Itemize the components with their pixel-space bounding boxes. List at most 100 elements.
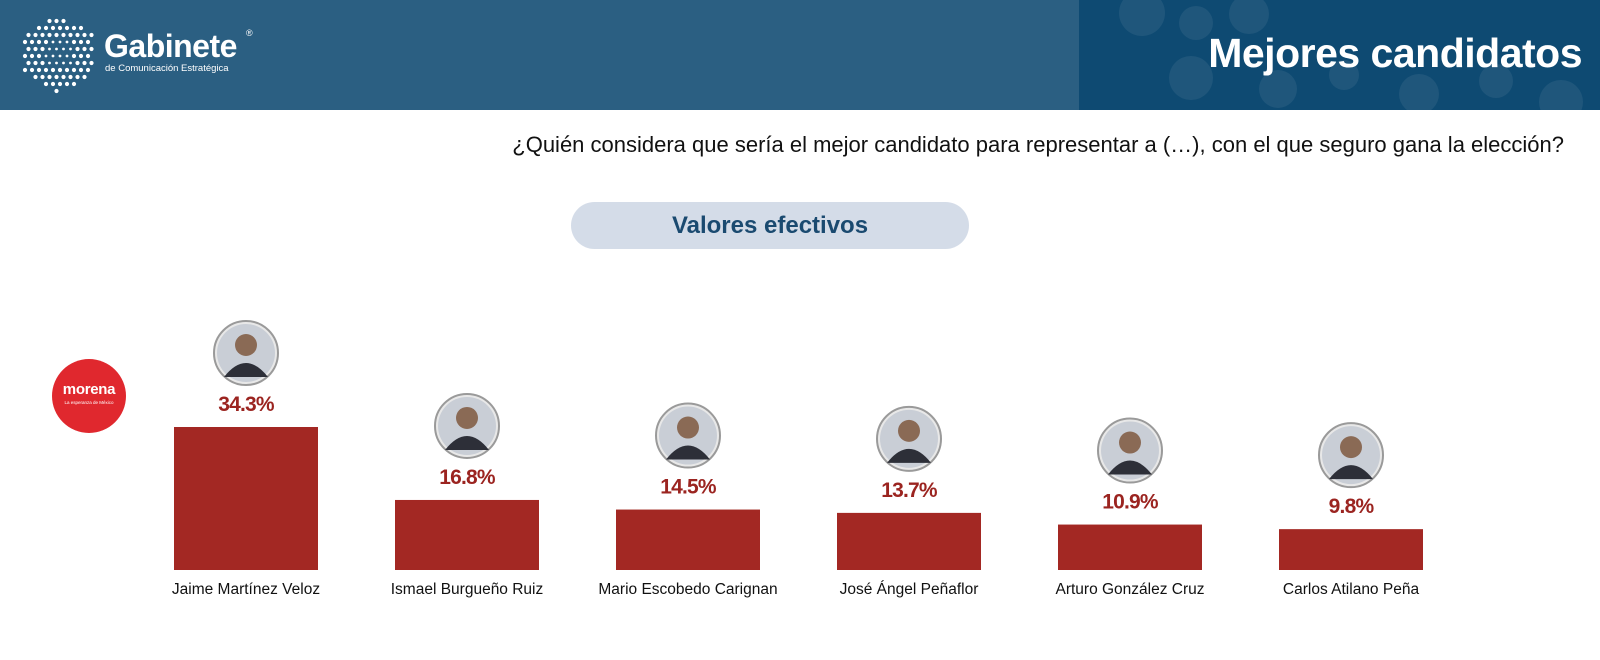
party-logo: morena La esperanza de México <box>52 359 126 433</box>
avatar-shoulders-icon <box>666 445 710 460</box>
logo-dot <box>40 74 45 80</box>
logo-dot <box>69 61 72 65</box>
logo-dot <box>55 61 58 65</box>
value-label-5: 9.8% <box>1329 495 1375 518</box>
avatar-head-icon <box>898 419 920 442</box>
logo-dot <box>68 74 73 80</box>
logo-dot <box>22 53 28 59</box>
logo-dot <box>33 60 38 66</box>
avatar-shoulders-icon <box>887 448 931 463</box>
logo-dot <box>85 53 91 59</box>
header-bar: Gabinete ® de Comunicación Estratégica M… <box>0 0 1600 110</box>
logo-dot <box>82 60 87 66</box>
logo-dot <box>47 74 52 80</box>
logo-dot <box>36 39 42 45</box>
logo-dot <box>36 67 42 73</box>
logo-dot <box>51 54 55 58</box>
logo-dot <box>75 46 80 52</box>
logo-dot <box>26 60 31 66</box>
logo-dot <box>33 46 38 52</box>
logo-dot <box>54 18 59 24</box>
logo-dot <box>54 88 59 94</box>
values-label-pill: Valores efectivos <box>571 202 969 249</box>
survey-question: ¿Quién considera que sería el mejor cand… <box>512 132 1564 157</box>
logo-dot <box>36 25 42 31</box>
party-name: morena <box>62 381 116 398</box>
decor-bubble <box>1479 64 1513 98</box>
category-label-3: José Ángel Peñaflor <box>840 581 979 598</box>
avatar-shoulders-icon <box>445 435 489 450</box>
party-tagline: La esperanza de México <box>64 400 114 405</box>
logo-dot <box>82 32 87 38</box>
brand-subtitle: de Comunicación Estratégica <box>105 63 229 74</box>
logo-dot <box>64 25 70 31</box>
bar-3 <box>837 512 981 570</box>
brand-name: Gabinete <box>104 28 237 64</box>
logo-dot <box>82 74 87 80</box>
logo-dot <box>40 32 45 38</box>
decor-bubble <box>1539 80 1583 110</box>
value-label-3: 13.7% <box>881 479 938 502</box>
category-label-1: Ismael Burgueño Ruiz <box>391 581 544 598</box>
value-label-4: 10.9% <box>1102 491 1159 514</box>
logo-dot <box>71 81 77 87</box>
logo-dot <box>22 39 28 45</box>
logo-dot <box>75 60 80 66</box>
logo-dot <box>65 54 69 58</box>
logo-dot <box>57 67 63 73</box>
logo-dot <box>58 40 62 44</box>
logo-dot <box>26 32 31 38</box>
logo-dot <box>44 54 48 58</box>
logo-dot <box>54 74 59 80</box>
logo-dot <box>57 81 63 87</box>
logo-dot <box>75 74 80 80</box>
logo-dot <box>71 67 77 73</box>
logo-dot <box>29 53 35 59</box>
logo-dot <box>78 67 84 73</box>
logo-dot <box>43 25 49 31</box>
logo-dot <box>29 39 35 45</box>
logo-dot <box>43 39 49 45</box>
logo-dot <box>64 81 70 87</box>
logo-dot <box>48 47 51 51</box>
logo-dot <box>33 32 38 38</box>
logo-dot <box>40 60 45 66</box>
value-label-2: 14.5% <box>660 476 717 499</box>
header-title-panel <box>1079 0 1600 110</box>
logo-dot <box>85 67 91 73</box>
logo-dot <box>71 25 77 31</box>
logo-dot <box>64 67 70 73</box>
logo-dot <box>62 47 65 51</box>
bar-4 <box>1058 524 1202 570</box>
logo-dot <box>57 25 63 31</box>
avatar-shoulders-icon <box>1108 460 1152 475</box>
avatar-shoulders-icon <box>1329 465 1373 480</box>
logo-dot <box>75 32 80 38</box>
logo-dot <box>43 67 49 73</box>
logo-dot <box>50 81 56 87</box>
logo-dot <box>62 61 65 65</box>
bar-5 <box>1279 529 1423 570</box>
avatar-head-icon <box>235 334 257 356</box>
value-label-0: 34.3% <box>218 393 275 416</box>
avatar-head-icon <box>677 416 699 439</box>
logo-dot <box>33 74 38 80</box>
decor-bubble <box>1329 60 1359 90</box>
decor-bubble <box>1169 56 1213 100</box>
category-label-2: Mario Escobedo Carignan <box>598 581 777 598</box>
value-label-1: 16.8% <box>439 466 496 489</box>
logo-dot <box>89 32 94 38</box>
logo-dot <box>50 67 56 73</box>
bar-2 <box>616 509 760 570</box>
logo-dot <box>55 47 58 51</box>
bar-0 <box>174 427 318 570</box>
category-label-0: Jaime Martínez Veloz <box>172 581 320 598</box>
logo-dot <box>71 39 77 45</box>
category-label-5: Carlos Atilano Peña <box>1283 581 1420 598</box>
logo-dot <box>51 40 55 44</box>
logo-dot <box>69 47 72 51</box>
logo-dot <box>22 67 28 73</box>
registered-mark: ® <box>246 28 253 38</box>
brand-logo: Gabinete ® de Comunicación Estratégica <box>18 8 278 100</box>
hexagon-dots-icon <box>22 18 94 94</box>
